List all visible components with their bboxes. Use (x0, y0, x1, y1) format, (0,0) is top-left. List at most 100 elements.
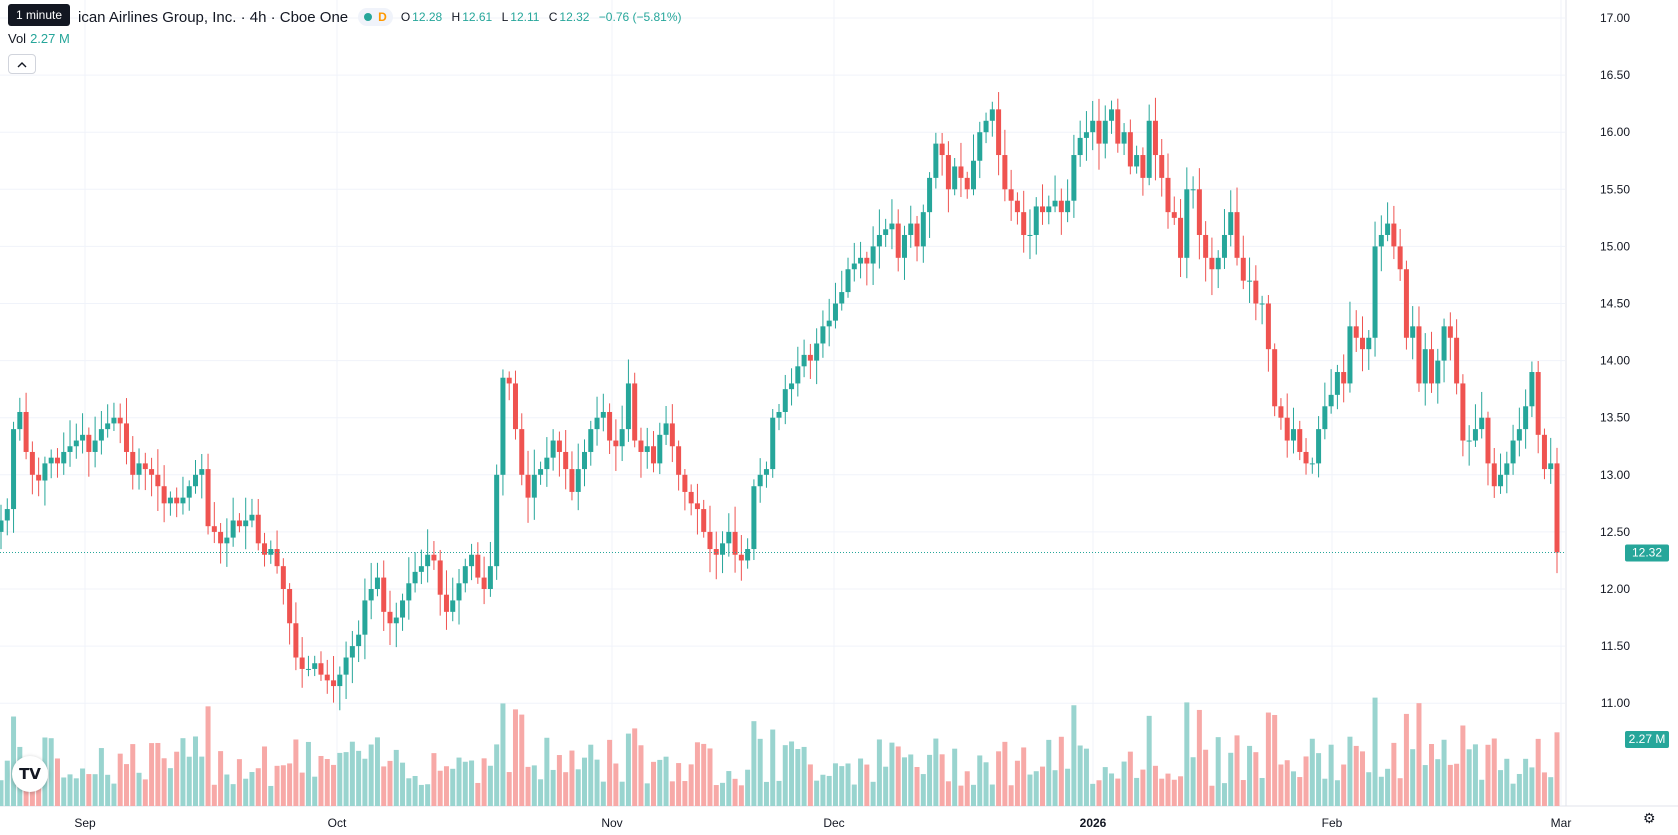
candle (425, 554, 431, 567)
candle (331, 680, 337, 687)
candle (1040, 206, 1046, 213)
volume-bar (839, 766, 845, 806)
volume-bar (161, 758, 167, 806)
volume-bar (268, 785, 274, 806)
candle (550, 440, 556, 458)
volume-bar (186, 756, 192, 806)
volume-bar (776, 780, 782, 806)
volume-bar (1541, 772, 1547, 806)
candle (1272, 349, 1278, 407)
volume-bar (443, 766, 449, 806)
candle (883, 229, 889, 235)
candle (839, 292, 845, 304)
volume-bar (1290, 771, 1296, 806)
volume-bar (701, 743, 707, 806)
volume-bar (1548, 777, 1554, 806)
candle (757, 474, 763, 487)
volume-bar (820, 774, 826, 806)
volume-bar (732, 778, 738, 806)
candle (832, 303, 838, 321)
volume-bar (243, 778, 249, 806)
volume-bar (29, 778, 35, 806)
y-tick-label: 11.50 (1601, 639, 1630, 653)
y-tick-label: 11.00 (1601, 696, 1630, 710)
volume-bar (1309, 738, 1315, 806)
volume-bar (958, 785, 964, 806)
candle (475, 554, 481, 578)
candle (1403, 269, 1409, 338)
candle (538, 469, 544, 475)
candle (952, 166, 958, 190)
candle (374, 577, 380, 589)
candle (456, 583, 462, 601)
candle (1253, 280, 1259, 304)
candle (851, 263, 857, 270)
candle (870, 246, 876, 264)
volume-bar (293, 739, 299, 806)
candle (1541, 434, 1547, 470)
volume-bar (619, 781, 625, 806)
collapse-legend-button[interactable] (8, 54, 36, 74)
symbol-title[interactable]: ican Airlines Group, Inc. · 4h · Cboe On… (78, 8, 349, 26)
volume-bar (86, 774, 92, 806)
volume-bar (224, 774, 230, 806)
market-status-pill[interactable]: D (358, 8, 393, 26)
candle (400, 600, 406, 618)
candle (48, 457, 54, 464)
volume-bar (418, 784, 424, 806)
volume-bar (782, 745, 788, 806)
candle (349, 646, 355, 658)
interval-tooltip: 1 minute (8, 4, 71, 26)
candle (1460, 383, 1466, 441)
volume-bar (1071, 705, 1077, 806)
volume-bar (343, 752, 349, 806)
candle (964, 177, 970, 190)
volume-bar (1253, 752, 1259, 806)
last-price-badge (1625, 544, 1669, 562)
candle (1378, 234, 1384, 247)
candle (1146, 120, 1152, 178)
candle (600, 411, 606, 418)
volume-bar (437, 770, 443, 806)
volume-bar (757, 738, 763, 806)
volume-bar (374, 737, 380, 806)
x-tick-label: Mar (1551, 816, 1572, 830)
candle (218, 531, 224, 544)
candle (1447, 326, 1453, 338)
volume-bar (876, 739, 882, 806)
volume-bar (1422, 765, 1428, 806)
volume-bar (1109, 773, 1115, 806)
change-value: −0.76 (−5.81%) (598, 10, 682, 24)
candle (1215, 257, 1221, 270)
candle (1033, 206, 1039, 235)
gear-icon[interactable]: ⚙ (1643, 810, 1656, 826)
candle (1504, 463, 1510, 475)
candle (1102, 120, 1108, 144)
candle (644, 446, 650, 452)
candle (193, 474, 198, 487)
candle (268, 549, 274, 555)
candle (563, 451, 569, 470)
volume-bar (933, 738, 939, 806)
candle (443, 594, 449, 612)
candle (224, 537, 230, 544)
volume-bar (889, 742, 895, 806)
volume-bar (1146, 715, 1152, 806)
volume-bar (456, 757, 462, 806)
candle (1115, 109, 1121, 144)
candle (1278, 406, 1284, 418)
volume-bar (920, 774, 926, 806)
candle (625, 383, 631, 430)
tradingview-logo-icon[interactable]: TV (12, 756, 48, 792)
volume-bar (1077, 745, 1083, 806)
volume-bar (688, 764, 694, 806)
ohlc-values: O 12.28 H 12.61 L 12.11 C 12.32 −0.76 (−5.81… (400, 10, 682, 24)
volume-bar (337, 752, 343, 806)
candle (92, 440, 98, 452)
volume-bar (569, 750, 575, 806)
candle (1058, 200, 1064, 213)
candle (594, 417, 600, 430)
x-tick-label: Feb (1322, 816, 1343, 830)
volume-bar (1065, 768, 1071, 806)
